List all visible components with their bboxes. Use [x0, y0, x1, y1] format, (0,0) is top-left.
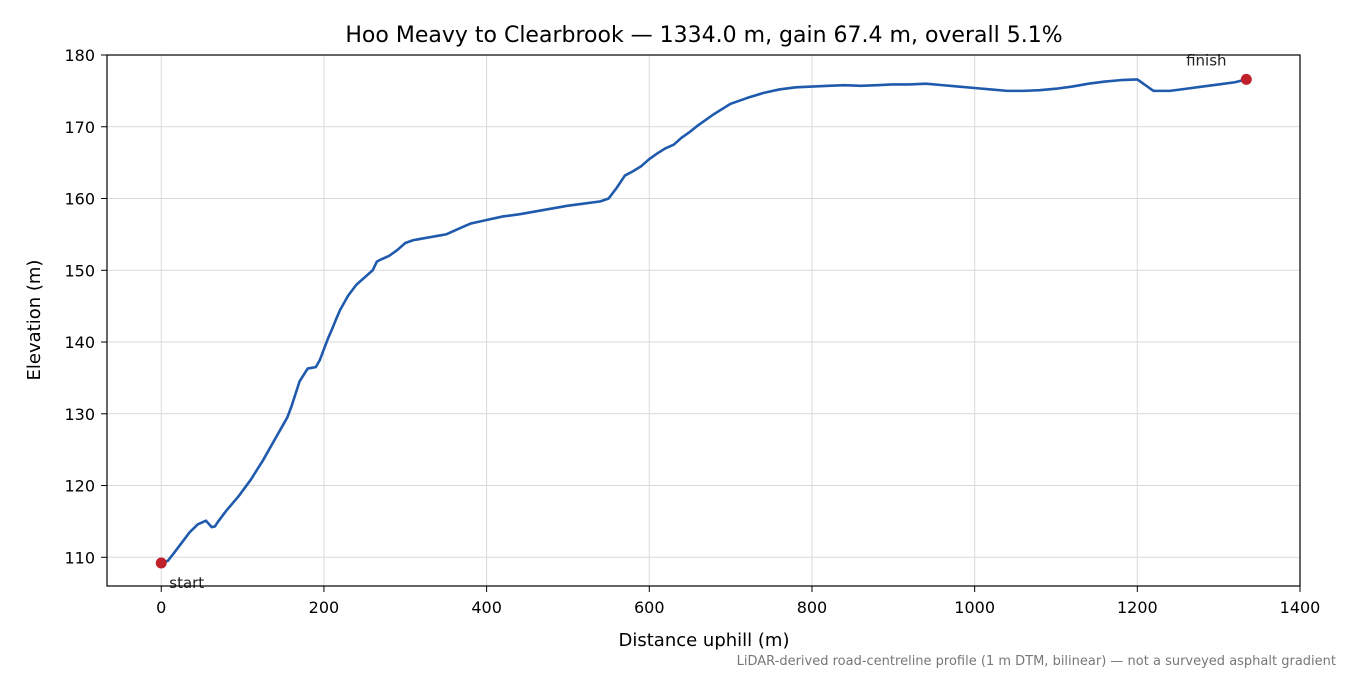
finish-label: finish: [1186, 51, 1226, 69]
elevation-line: [160, 78, 1247, 565]
start-marker: [155, 557, 167, 569]
y-tick-label: 120: [64, 477, 95, 496]
x-tick-label: 600: [634, 598, 665, 617]
x-tick-label: 0: [156, 598, 166, 617]
footnote: LiDAR-derived road-centreline profile (1…: [737, 654, 1336, 669]
x-tick-label: 1000: [954, 598, 995, 617]
x-tick-label: 1400: [1280, 598, 1321, 617]
y-axis-label: Elevation (m): [24, 260, 45, 381]
y-tick-label: 130: [64, 405, 95, 424]
y-tick-label: 150: [64, 261, 95, 280]
plot-frame: [106, 54, 1301, 587]
x-tick-label: 200: [309, 598, 340, 617]
y-tick-label: 110: [64, 548, 95, 567]
finish-marker: [1240, 73, 1252, 85]
y-tick-label: 140: [64, 333, 95, 352]
y-tick-label: 170: [64, 118, 95, 137]
x-tick-label: 400: [471, 598, 502, 617]
x-tick-label: 1200: [1117, 598, 1158, 617]
y-axis-ticks: 110 120 130 140 150 160 170 180: [64, 46, 107, 567]
x-axis-ticks: 0 200 400 600 800 1000 1200 1400: [156, 586, 1320, 617]
chart-title: Hoo Meavy to Clearbrook — 1334.0 m, gain…: [345, 23, 1062, 48]
x-tick-label: 800: [797, 598, 828, 617]
x-axis-label: Distance uphill (m): [619, 630, 790, 651]
start-label: start: [169, 574, 204, 592]
y-tick-label: 160: [64, 190, 95, 209]
grid: [107, 54, 1301, 586]
y-tick-label: 180: [64, 46, 95, 65]
